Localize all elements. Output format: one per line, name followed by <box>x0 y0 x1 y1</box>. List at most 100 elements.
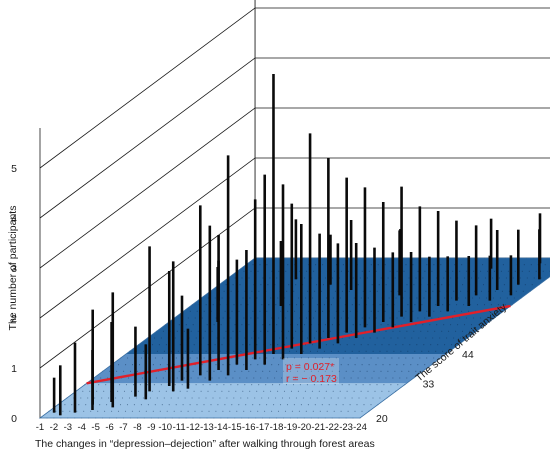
floor-dot <box>466 270 468 272</box>
floor-dot <box>376 290 378 292</box>
floor-dot <box>288 330 290 332</box>
floor-dot <box>205 350 207 352</box>
floor-dot <box>386 304 388 306</box>
floor-dot <box>231 310 233 312</box>
floor-dot <box>293 404 295 406</box>
floor-dot <box>238 404 240 406</box>
floor-dot <box>89 390 91 392</box>
floor-dot <box>158 344 160 346</box>
floor-dot <box>352 370 354 372</box>
floor-dot <box>464 277 466 279</box>
floor-dot <box>361 364 363 366</box>
floor-dot <box>354 364 356 366</box>
floor-dot <box>375 317 377 319</box>
floor-dot <box>451 297 453 299</box>
floor-dot <box>225 284 227 286</box>
floor-dot <box>119 404 122 406</box>
chart-floor <box>38 257 550 419</box>
floor-dot <box>337 397 339 399</box>
floor-dot <box>480 270 482 272</box>
floor-dot <box>209 384 211 386</box>
floor-dot <box>355 384 357 386</box>
floor-dot <box>472 317 475 319</box>
floor-dot <box>238 310 240 312</box>
floor-dot <box>394 324 396 326</box>
floor-dot <box>369 384 371 386</box>
floor-dot <box>412 310 414 312</box>
floor-dot <box>522 290 524 292</box>
floor-dot <box>369 290 371 292</box>
floor-dot <box>220 324 222 326</box>
floor-dot <box>190 377 192 379</box>
floor-dot <box>295 284 297 286</box>
floor-dot <box>279 337 281 339</box>
floor-dot <box>202 384 204 386</box>
floor-dot <box>351 350 353 352</box>
floor-dot <box>136 370 139 372</box>
floor-dot <box>305 297 307 299</box>
floor-dot <box>205 397 207 399</box>
floor-dot <box>177 350 179 352</box>
floor-dot <box>161 404 163 406</box>
floor-dot <box>493 270 496 272</box>
floor-dot <box>175 404 177 406</box>
floor-dot <box>419 357 421 359</box>
floor-dot <box>241 370 243 372</box>
floor-dot <box>454 310 456 312</box>
floor-dot <box>470 304 472 306</box>
floor-dot <box>465 297 467 299</box>
floor-dot <box>393 350 395 352</box>
floor-dot <box>363 357 365 359</box>
floor-dot <box>311 390 313 392</box>
floor-dot <box>390 290 392 292</box>
floor-dot <box>390 337 392 339</box>
floor-dot <box>329 330 331 332</box>
floor-dot <box>423 297 425 299</box>
floor-dot <box>248 277 250 279</box>
floor-dot <box>293 337 295 339</box>
floor-dot <box>306 337 309 339</box>
floor-dot <box>127 357 129 359</box>
floor-dot <box>389 317 391 319</box>
floor-dot <box>342 264 344 266</box>
floor-dot <box>395 297 397 299</box>
floor-dot <box>317 370 319 372</box>
floor-dot <box>333 364 335 366</box>
floor-dot <box>258 337 260 339</box>
floor-dot <box>285 384 288 386</box>
floor-dot <box>252 264 254 266</box>
floor-dot <box>363 404 365 406</box>
floor-dot <box>275 350 277 352</box>
floor-dot <box>304 277 306 279</box>
floor-dot <box>257 270 259 272</box>
floor-dot <box>132 384 135 386</box>
floor-dot <box>342 357 344 359</box>
floor-dot <box>540 277 542 279</box>
floor-dot <box>223 290 225 292</box>
x-tick-label: -8 <box>133 422 141 433</box>
floor-dot <box>257 317 259 319</box>
floor-dot <box>232 377 234 379</box>
floor-dot <box>300 357 303 359</box>
floor-dot <box>295 397 297 399</box>
floor-dot <box>214 297 216 299</box>
floor-dot <box>130 390 133 392</box>
floor-dot <box>302 397 304 399</box>
floor-dot <box>388 344 390 346</box>
floor-dot <box>442 350 444 352</box>
floor-dot <box>273 357 275 359</box>
floor-dot <box>182 404 184 406</box>
floor-dot <box>210 404 212 406</box>
floor-dot <box>240 304 242 306</box>
floor-dot <box>357 284 359 286</box>
floor-dot <box>147 404 149 406</box>
floor-dot <box>460 290 462 292</box>
floor-dot <box>287 377 290 379</box>
floor-dot <box>312 364 314 366</box>
floor-dot <box>256 297 258 299</box>
floor-dot <box>478 297 481 299</box>
y-tick-label: 33 <box>423 378 435 390</box>
floor-dot <box>347 317 349 319</box>
floor-dot <box>294 377 297 379</box>
floor-dot <box>179 390 181 392</box>
